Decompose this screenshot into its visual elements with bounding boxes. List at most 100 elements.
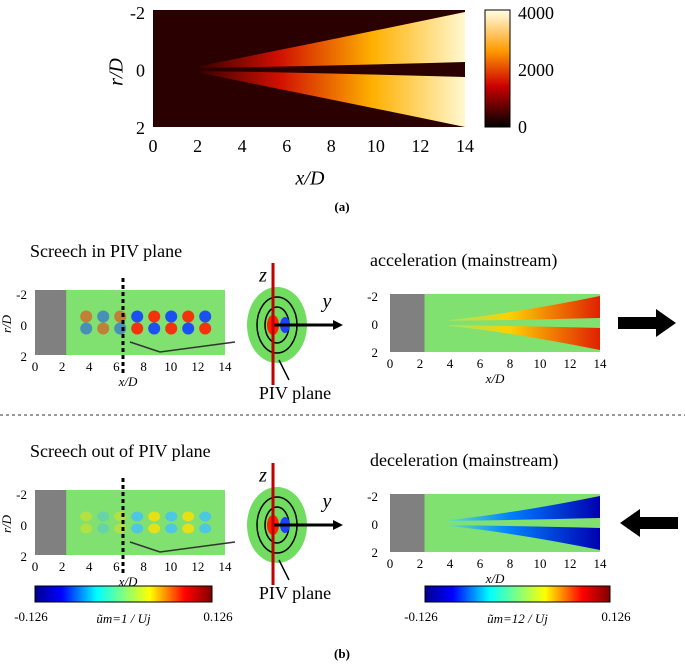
mode-blob (97, 511, 110, 522)
x-tick-label: 14 (219, 359, 233, 374)
y-tick-label: 0 (372, 317, 379, 332)
x-tick-label: 0 (387, 356, 394, 371)
x-tick-label: 0 (32, 359, 39, 374)
heatmap-background (35, 490, 225, 555)
colorbar-tick: 4000 (518, 3, 554, 23)
leader (278, 559, 290, 581)
connector (129, 341, 236, 353)
x-tick-label: 14 (456, 136, 474, 156)
y-tick-label: 0 (372, 517, 379, 532)
colorbar-max: 0.126 (203, 609, 233, 624)
direction-arrow (620, 509, 678, 537)
y-axis-label: r/D (106, 58, 128, 86)
subplot-title: Screech out of PIV plane (30, 441, 211, 461)
arrow-head (333, 320, 343, 330)
mode-blob (148, 310, 161, 323)
mode-blob (80, 310, 93, 323)
mode-blob (199, 523, 212, 534)
y-tick-label: -2 (367, 489, 378, 504)
x-tick-label: 8 (140, 559, 147, 574)
x-tick-label: 8 (140, 359, 147, 374)
x-tick-label: 10 (534, 556, 547, 571)
mode-blob (131, 322, 144, 335)
mode-blob (165, 511, 178, 522)
x-tick-label: 2 (417, 356, 424, 371)
x-axis-label: x/D (485, 371, 505, 386)
x-tick-label: 4 (86, 359, 93, 374)
mode-blob (199, 310, 212, 323)
y-tick-label: 2 (21, 349, 28, 364)
mode-blob (97, 322, 110, 335)
mode-blob (148, 511, 161, 522)
x-tick-label: 2 (417, 556, 424, 571)
colorbar (484, 9, 511, 128)
caption: (a) (334, 199, 349, 214)
y-tick-label: -2 (367, 289, 378, 304)
y-tick-label: -2 (16, 287, 27, 302)
x-tick-label: 0 (149, 136, 158, 156)
x-tick-label: 12 (564, 556, 577, 571)
x-tick-label: 12 (411, 136, 429, 156)
mode-blob (182, 511, 195, 522)
mode-blob (80, 523, 93, 534)
mode-blob (165, 310, 178, 323)
x-tick-label: 14 (594, 556, 608, 571)
x-tick-label: 10 (164, 559, 177, 574)
x-tick-label: 14 (594, 356, 608, 371)
mode-blob (97, 523, 110, 534)
y-tick-label: 2 (372, 345, 379, 360)
leader (278, 359, 290, 381)
nozzle (390, 294, 425, 352)
plume (449, 496, 600, 521)
plume (200, 12, 465, 68)
colorbar-min: -0.126 (14, 609, 48, 624)
colorbar-label: ũm=1 / Uj (96, 611, 151, 626)
colorbar-min: -0.126 (404, 609, 438, 624)
x-tick-label: 6 (113, 359, 120, 374)
nozzle (390, 494, 425, 552)
subplot-title: acceleration (mainstream) (370, 250, 557, 271)
mode-blob (148, 322, 161, 335)
diagram-label: PIV plane (259, 583, 331, 603)
arrow-head (333, 520, 343, 530)
x-tick-label: 12 (191, 559, 204, 574)
x-tick-label: 6 (113, 559, 120, 574)
colorbar-label: ũm=12 / Uj (487, 611, 548, 626)
mode-blob (165, 523, 178, 534)
mode-blob (199, 511, 212, 522)
x-tick-label: 4 (238, 136, 247, 156)
caption: (b) (334, 646, 350, 661)
x-tick-label: 8 (507, 356, 514, 371)
x-tick-label: 14 (219, 559, 233, 574)
x-tick-label: 6 (282, 136, 291, 156)
x-tick-label: 2 (59, 559, 66, 574)
mode-blob (165, 322, 178, 335)
connector (129, 541, 236, 553)
nozzle (35, 290, 67, 355)
plume (449, 325, 600, 350)
x-tick-label: 8 (327, 136, 336, 156)
plume (449, 296, 600, 321)
mode-blob (131, 511, 144, 522)
colorbar (424, 585, 611, 603)
y-tick-label: 0 (21, 518, 28, 533)
x-tick-label: 4 (447, 356, 454, 371)
x-tick-label: 8 (507, 556, 514, 571)
x-tick-label: 0 (32, 559, 39, 574)
y-tick-label: 2 (21, 549, 28, 564)
mode-blob (97, 310, 110, 323)
y-axis-label: r/D (0, 314, 14, 333)
subplot-title: Screech in PIV plane (30, 241, 182, 261)
y-tick-label: 2 (136, 118, 145, 138)
mode-blob (182, 310, 195, 323)
x-axis-label: x/D (118, 374, 138, 389)
y-tick-label: 0 (21, 318, 28, 333)
mode-blob (182, 322, 195, 335)
x-tick-label: 4 (86, 559, 93, 574)
x-tick-label: 12 (191, 359, 204, 374)
x-tick-label: 12 (564, 356, 577, 371)
x-tick-label: 4 (447, 556, 454, 571)
diagram-label: PIV plane (259, 383, 331, 403)
direction-arrow (618, 309, 676, 337)
